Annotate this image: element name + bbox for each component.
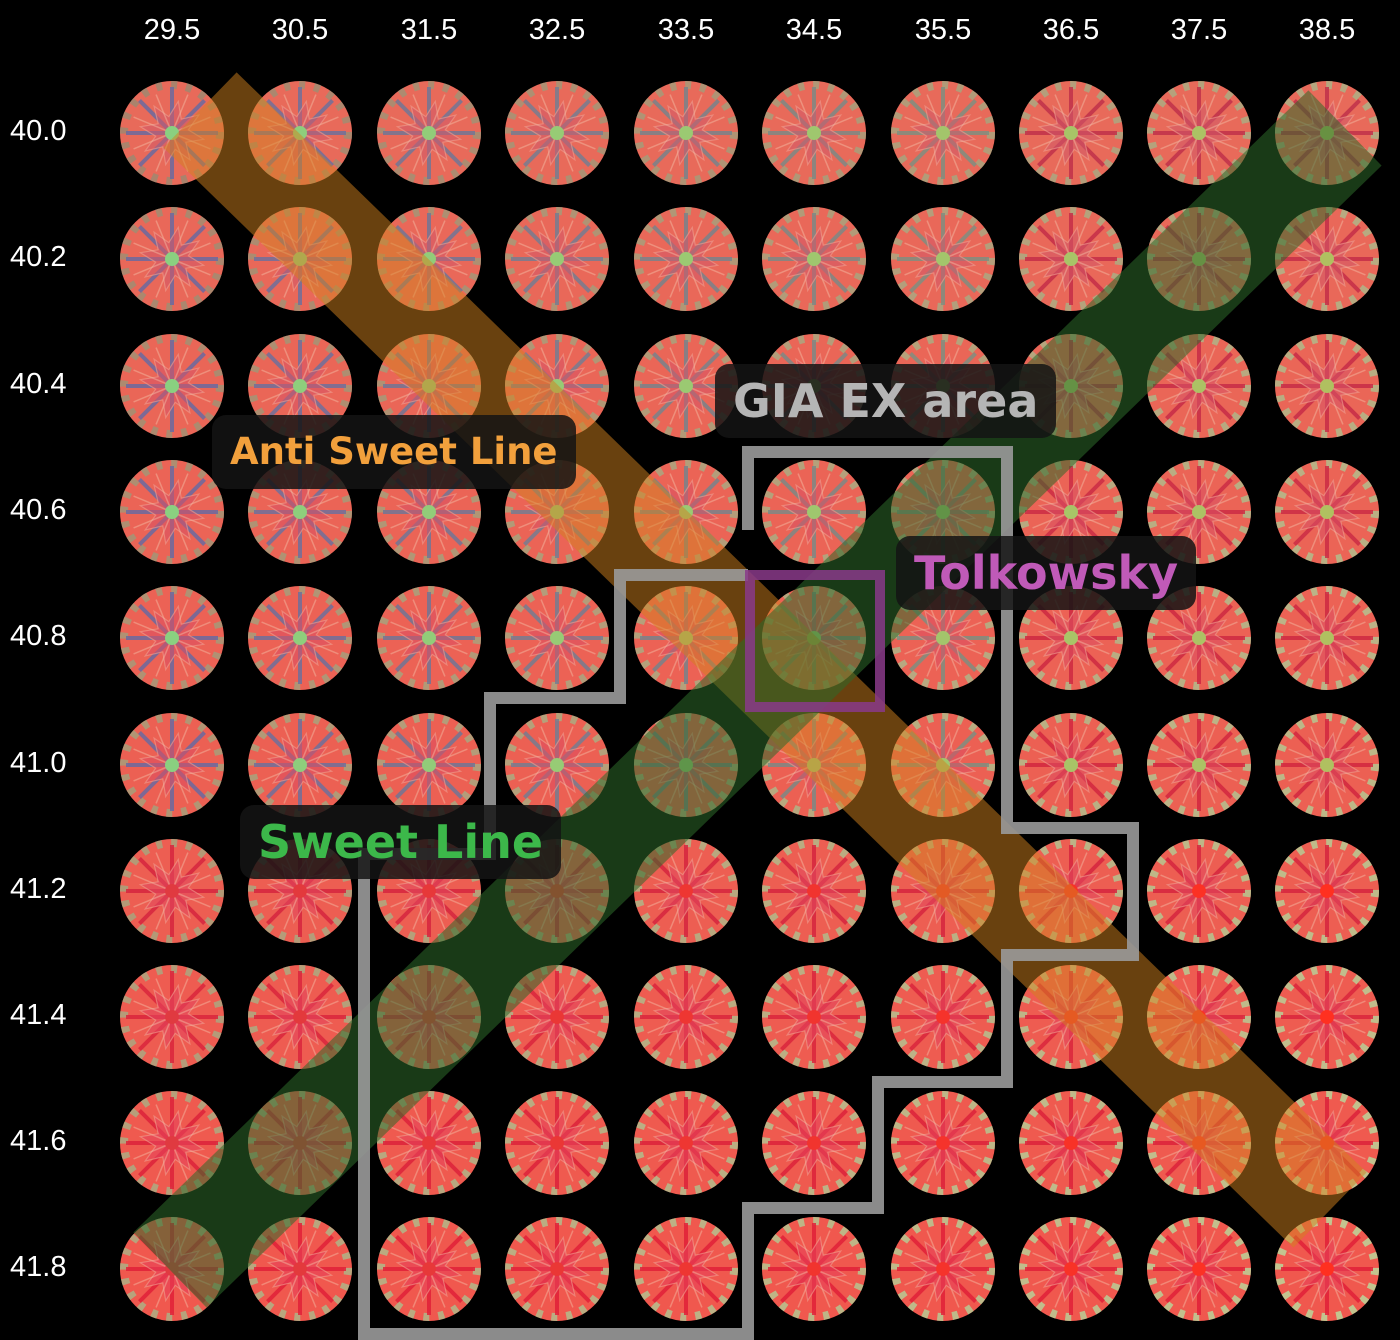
diamond-image	[1147, 1217, 1251, 1321]
crown-angle-label: 38.5	[1298, 14, 1356, 46]
pavilion-angle-label: 40.2	[10, 241, 67, 273]
diamond-image	[505, 586, 609, 690]
diamond-image	[1275, 586, 1379, 690]
diamond-image	[762, 1217, 866, 1321]
diamond-image	[120, 965, 224, 1069]
pavilion-angle-label: 41.4	[10, 999, 67, 1031]
diamond-image	[1275, 839, 1379, 943]
sweet-line-label: Sweet Line	[240, 805, 562, 879]
crown-angle-label: 32.5	[528, 14, 586, 46]
crown-angle-label: 31.5	[400, 14, 458, 46]
diamond-image	[634, 1217, 738, 1321]
gia-ex-outline-layer	[358, 446, 1139, 1340]
diamond-image	[248, 965, 352, 1069]
tolkowsky-label: Tolkowsky	[896, 536, 1197, 610]
diamond-image	[377, 586, 481, 690]
pavilion-angle-label: 40.6	[10, 494, 67, 526]
diamond-image	[1019, 713, 1123, 817]
diamond-image	[120, 334, 224, 438]
diamond-image	[891, 1217, 995, 1321]
diamond-image	[120, 713, 224, 817]
pavilion-angle-label: 41.8	[10, 1251, 67, 1283]
crown-angle-label: 37.5	[1170, 14, 1228, 46]
diamond-image	[762, 839, 866, 943]
crown-angle-label: 34.5	[785, 14, 843, 46]
diamond-image	[634, 965, 738, 1069]
pavilion-angle-label: 40.4	[10, 368, 67, 400]
pavilion-angle-label: 41.6	[10, 1125, 67, 1157]
diamond-image	[1019, 1091, 1123, 1195]
diamond-image	[1019, 1217, 1123, 1321]
pavilion-angle-label: 41.2	[10, 873, 67, 905]
gia-ex-area-label: GIA EX area	[715, 364, 1057, 438]
diamond-image	[1275, 965, 1379, 1069]
crown-angle-label: 33.5	[657, 14, 715, 46]
diamond-image	[120, 839, 224, 943]
diamond-image	[634, 1091, 738, 1195]
diamond-image	[248, 713, 352, 817]
diamond-image	[377, 1091, 481, 1195]
diamond-image	[505, 81, 609, 185]
diamond-image	[634, 207, 738, 311]
diamond-image	[1275, 460, 1379, 564]
diamond-image	[377, 713, 481, 817]
pavilion-angle-label: 40.8	[10, 620, 67, 652]
diamond-image	[762, 460, 866, 564]
diamond-image	[248, 586, 352, 690]
diamond-image	[1147, 81, 1251, 185]
diamond-image	[1275, 1217, 1379, 1321]
diamond-image	[891, 207, 995, 311]
tolkowsky-highlight-box	[745, 570, 885, 712]
diamond-image	[1019, 207, 1123, 311]
diamond-image	[1147, 839, 1251, 943]
diamond-image	[120, 460, 224, 564]
diamond-image	[1275, 334, 1379, 438]
diamond-image	[505, 713, 609, 817]
diamond-image	[120, 1091, 224, 1195]
diamond-image	[1275, 713, 1379, 817]
diamond-image	[505, 1217, 609, 1321]
diamond-image	[762, 965, 866, 1069]
diamond-image	[891, 965, 995, 1069]
crown-angle-label: 36.5	[1042, 14, 1100, 46]
diamond-image	[762, 207, 866, 311]
crown-angle-label: 29.5	[143, 14, 201, 46]
diamond-image	[762, 81, 866, 185]
diamond-image	[505, 1091, 609, 1195]
diamond-image	[120, 207, 224, 311]
anti-sweet-line-label: Anti Sweet Line	[212, 415, 576, 489]
gia-ex-area-outline	[358, 446, 1139, 1340]
diamond-image	[377, 81, 481, 185]
diamond-image	[1147, 713, 1251, 817]
diamond-image	[1019, 586, 1123, 690]
diamond-image	[1147, 586, 1251, 690]
crown-angle-label: 30.5	[271, 14, 329, 46]
diamond-image	[120, 586, 224, 690]
diamond-image	[1019, 81, 1123, 185]
diamond-image	[762, 1091, 866, 1195]
diamond-image	[505, 207, 609, 311]
pavilion-angle-label: 41.0	[10, 747, 67, 779]
diamond-image	[891, 81, 995, 185]
diamond-image	[377, 1217, 481, 1321]
pavilion-angle-label: 40.0	[10, 115, 67, 147]
diamond-image	[248, 1217, 352, 1321]
diamond-image	[634, 81, 738, 185]
crown-angle-label: 35.5	[914, 14, 972, 46]
diagonal-bands-layer	[133, 72, 1382, 1308]
diamond-image	[891, 1091, 995, 1195]
